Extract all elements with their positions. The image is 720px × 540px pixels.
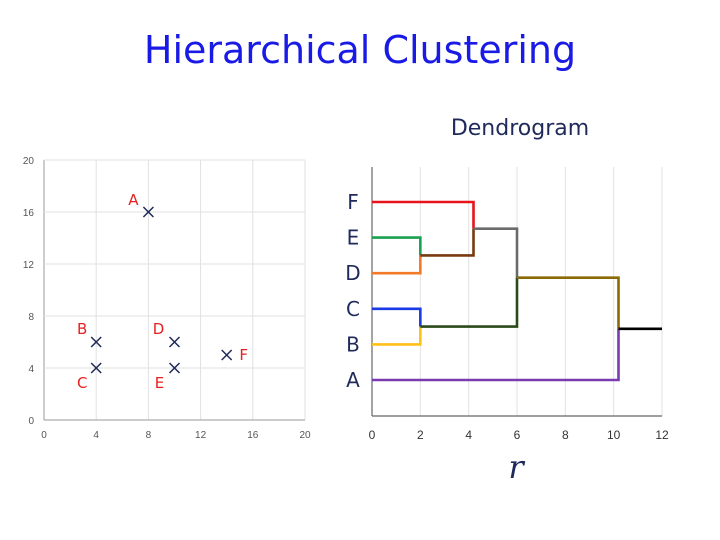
dendrogram-x-tick: 4: [465, 428, 472, 442]
dendrogram-branch-b: [372, 326, 422, 346]
dendrogram-branch-a: [372, 328, 620, 382]
scatter-x-tick: 8: [146, 430, 152, 441]
dendrogram-branch-cb: [420, 277, 519, 328]
x-marker-stroke: [142, 206, 154, 218]
scatter-point-e: [168, 362, 181, 374]
dendrogram-branch-e: [372, 236, 422, 256]
scatter-x-tick: 12: [195, 430, 207, 441]
dendrogram-branch-ed: [420, 228, 475, 257]
scatter-point-label: C: [77, 374, 87, 392]
scatter-point-label: E: [155, 374, 164, 392]
dendrogram-leaf-label: E: [347, 226, 360, 250]
scatter-x-tick: 16: [247, 430, 259, 441]
dendrogram-leaf-label: C: [346, 297, 360, 321]
dendrogram-branch-f: [372, 200, 475, 229]
scatter-point-label: D: [153, 320, 165, 338]
scatter-y-tick: 8: [28, 312, 34, 323]
scatter-y-tick: 12: [23, 260, 35, 271]
dendrogram-x-tick: 6: [514, 428, 521, 442]
scatter-y-tick: 0: [28, 416, 34, 427]
dendrogram-leaf-label: D: [345, 261, 360, 285]
dendrogram-title: Dendrogram: [450, 116, 590, 141]
scatter-y-tick: 20: [23, 156, 35, 167]
scatter-x-tick: 4: [93, 430, 99, 441]
scatter-x-tick: 0: [41, 430, 47, 441]
dendrogram-x-tick: 2: [417, 428, 424, 442]
dendrogram-branch-c: [372, 307, 422, 327]
x-marker-stroke: [90, 362, 102, 374]
scatter-point-label: F: [239, 346, 248, 364]
dendrogram-x-tick: 0: [369, 428, 376, 442]
dendrogram-x-tick: 12: [655, 428, 669, 442]
scatter-point-f: [221, 349, 233, 361]
dendrogram-x-tick: 10: [607, 428, 621, 442]
slide-title: Hierarchical Clustering: [143, 28, 577, 72]
dendrogram-leaf-label: A: [346, 368, 360, 392]
scatter-x-tick: 20: [299, 430, 311, 441]
scatter-point-label: A: [128, 191, 139, 209]
x-marker-stroke: [168, 336, 181, 348]
dendrogram-branch-fed: [473, 227, 519, 278]
x-marker-stroke: [168, 362, 181, 374]
dendrogram-leaf-label: F: [347, 190, 359, 214]
scatter-point-a: [142, 206, 154, 218]
x-marker-stroke: [221, 349, 233, 361]
scatter-y-tick: 4: [28, 364, 34, 375]
dendrogram-x-tick: 8: [562, 428, 569, 442]
dendrogram-leaf-label: B: [346, 332, 360, 356]
scatter-point-c: [90, 362, 102, 374]
dendrogram-branch-fedcb: [517, 276, 620, 329]
x-marker-stroke: [90, 336, 102, 348]
scatter-point-b: [90, 336, 102, 348]
scatter-y-tick: 16: [23, 208, 35, 219]
dendrogram-x-axis-label: r: [508, 448, 525, 486]
dendrogram-branch-d: [372, 255, 422, 275]
scatter-point-d: [168, 336, 181, 348]
scatter-point-label: B: [77, 320, 87, 338]
